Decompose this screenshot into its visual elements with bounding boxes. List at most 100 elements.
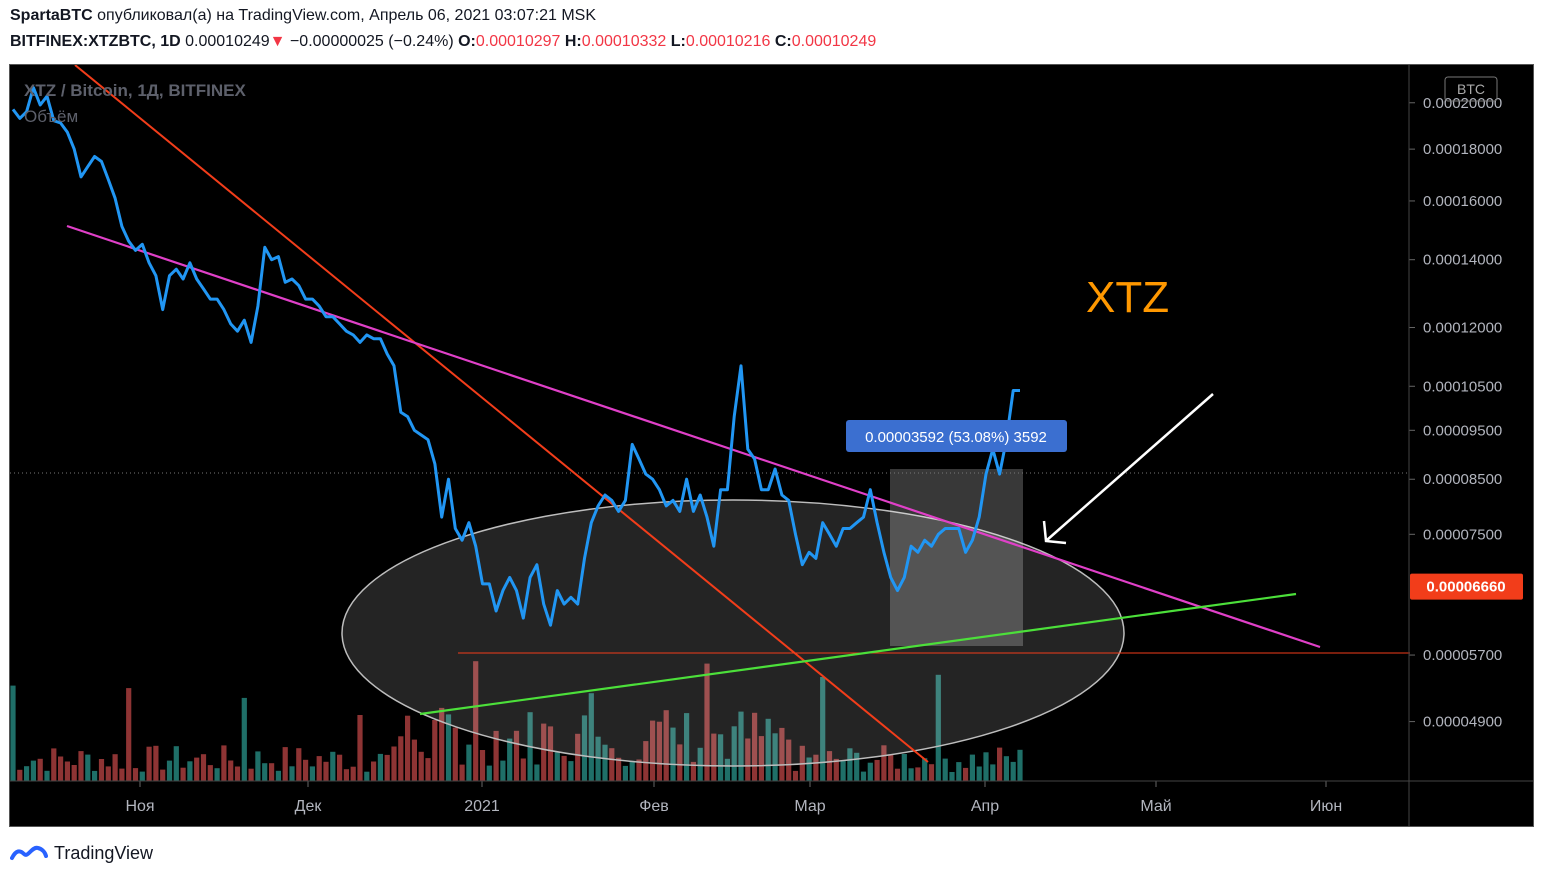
volume-bar xyxy=(820,677,826,781)
volume-bar xyxy=(581,715,588,781)
symbol: BITFINEX:XTZBTC, 1D xyxy=(10,33,181,50)
volume-bar xyxy=(956,762,962,781)
volume-bar xyxy=(575,733,581,781)
volume-bar xyxy=(119,768,125,781)
volume-bar xyxy=(935,674,941,781)
x-tick-label: 2021 xyxy=(464,798,500,815)
volume-bar xyxy=(187,761,193,781)
x-tick-label: Апр xyxy=(971,798,999,815)
down-triangle-icon: ▼ xyxy=(269,33,286,50)
publish-info: SpartaBTC опубликовал(а) на TradingView.… xyxy=(10,7,596,25)
red-trendline[interactable] xyxy=(74,65,929,763)
volume-bar xyxy=(275,770,281,781)
volume-bar xyxy=(765,718,771,781)
volume-bar xyxy=(146,746,152,781)
last-price-tag: 0.00006660 xyxy=(1426,579,1505,596)
author-name[interactable]: SpartaBTC xyxy=(10,7,93,24)
y-tick-label: 0.00007500 xyxy=(1423,526,1502,543)
volume-bar xyxy=(364,771,370,781)
measure-box[interactable] xyxy=(890,469,1023,646)
volume-bar xyxy=(112,754,118,781)
volume-bar xyxy=(180,767,186,781)
volume-bar xyxy=(806,757,812,781)
volume-bar xyxy=(724,758,730,781)
volume-bar xyxy=(221,745,227,781)
volume-bar xyxy=(194,757,200,781)
x-tick-label: Май xyxy=(1140,798,1171,815)
volume-bar xyxy=(160,769,166,781)
volume-bar xyxy=(241,697,247,781)
volume-bar xyxy=(37,758,43,781)
volume-bar xyxy=(888,754,894,781)
volume-bar xyxy=(588,693,594,781)
green-trendline[interactable] xyxy=(419,592,1297,716)
volume-bar xyxy=(969,754,975,781)
volume-bar xyxy=(214,768,220,781)
y-tick-label: 0.00016000 xyxy=(1423,193,1502,210)
volume-bar xyxy=(752,712,758,781)
volume-bar xyxy=(738,711,744,781)
x-tick-label: Ноя xyxy=(125,798,154,815)
volume-bar xyxy=(731,726,737,781)
volume-bar xyxy=(840,760,846,781)
volume-bar xyxy=(343,769,349,781)
volume-bar xyxy=(30,760,36,781)
volume-bar xyxy=(51,748,57,781)
x-tick-label: Июн xyxy=(1310,798,1342,815)
volume-bar xyxy=(561,755,567,781)
volume-bar xyxy=(881,745,887,781)
volume-bar xyxy=(248,768,254,781)
volume-bar xyxy=(656,721,662,781)
volume-bar xyxy=(78,751,84,781)
xtz-label: XTZ xyxy=(1086,273,1169,322)
measure-label: 0.00003592 (53.08%) 3592 xyxy=(865,429,1047,446)
volume-bar xyxy=(418,751,424,781)
volume-bar xyxy=(697,747,703,781)
volume-bar xyxy=(228,760,234,781)
price-line[interactable] xyxy=(11,86,1020,627)
volume-bar xyxy=(704,663,710,781)
close-label: C: xyxy=(774,33,792,50)
volume-bar xyxy=(643,741,649,781)
volume-bar xyxy=(622,765,628,781)
chart-panel[interactable]: 0.00020000 0.00018000 0.00016000 0.00014000… xyxy=(9,64,1534,827)
volume-bar xyxy=(296,748,302,781)
volume-bar xyxy=(411,739,417,781)
volume-bar xyxy=(10,685,16,781)
volume-bar xyxy=(874,759,880,781)
volume-bar xyxy=(357,715,363,781)
volume-bar xyxy=(391,746,397,781)
volume-bar xyxy=(139,771,145,781)
volume-bar xyxy=(520,758,526,781)
volume-bar xyxy=(384,754,390,781)
volume-bar xyxy=(207,765,213,781)
volume-bar xyxy=(282,747,288,781)
volume-bar xyxy=(867,762,873,781)
volume-bar xyxy=(942,758,948,781)
open-value: 0.00010297 xyxy=(475,33,561,50)
volume-bar xyxy=(826,751,833,781)
pink-trendline[interactable] xyxy=(66,224,1321,649)
y-tick-label: 0.00020000 xyxy=(1423,95,1502,112)
volume-bar xyxy=(166,760,173,781)
tradingview-logo-icon[interactable] xyxy=(10,842,48,864)
volume-bar xyxy=(500,760,506,781)
currency-badge-box[interactable] xyxy=(1444,76,1498,102)
price-axis: 0.00020000 0.00018000 0.00016000 0.00014000… xyxy=(1409,95,1502,731)
volume-bar xyxy=(289,766,295,781)
volume-bar xyxy=(309,766,315,781)
volume-bar xyxy=(126,688,132,781)
chart-canvas[interactable]: 0.00020000 0.00018000 0.00016000 0.00014000… xyxy=(10,65,1533,826)
ohlc-bar: BITFINEX:XTZBTC, 1D 0.00010249▼ −0.00000… xyxy=(10,33,876,51)
y-tick-label: 0.00008500 xyxy=(1423,471,1502,488)
arrow-shaft xyxy=(1046,393,1214,541)
volume-bar xyxy=(173,746,179,781)
y-tick-label: 0.00004900 xyxy=(1423,714,1502,731)
volume-bar xyxy=(132,768,139,781)
close-value: 0.00010249 xyxy=(791,33,877,50)
volume-bar xyxy=(398,736,404,781)
low-value: 0.00010216 xyxy=(685,33,771,50)
volume-bar xyxy=(922,758,928,781)
volume-bar xyxy=(479,750,486,781)
tradingview-brand[interactable]: TradingView xyxy=(54,842,154,863)
